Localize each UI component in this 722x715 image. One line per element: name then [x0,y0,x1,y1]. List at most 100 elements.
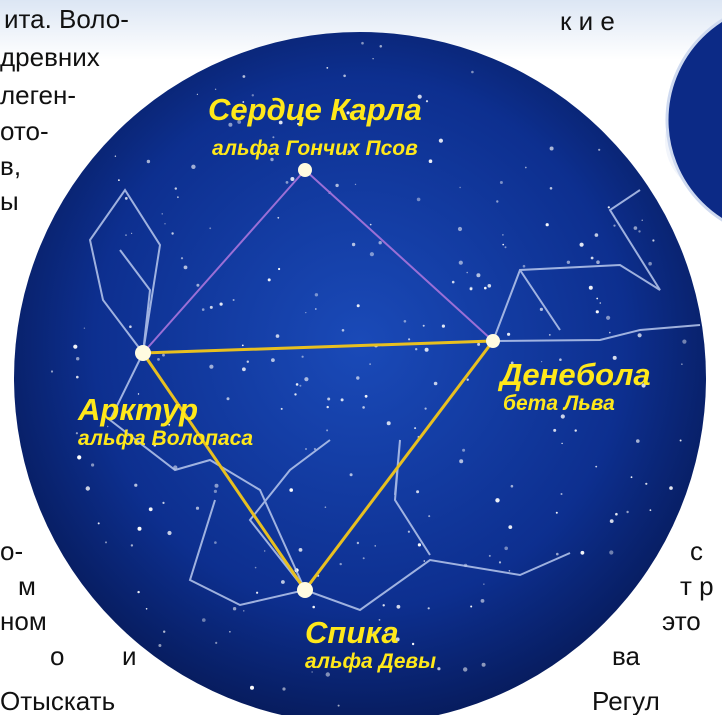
star [171,232,173,234]
star [437,667,440,670]
star [91,463,94,466]
star [467,379,469,381]
star [439,139,443,143]
star [383,604,385,606]
star [483,584,484,585]
star [581,551,585,555]
star [567,261,570,264]
star [596,260,600,264]
star [146,608,148,610]
star [511,485,514,488]
star [669,486,673,490]
star [397,605,401,609]
star [496,200,498,202]
star [417,198,421,202]
star [495,498,499,502]
text-line: древних [0,42,100,72]
star [425,348,429,352]
star-name: Спика [305,615,399,650]
star [315,293,318,296]
star [596,310,599,313]
star [546,223,549,226]
star [255,567,257,569]
star [77,455,81,459]
star [428,607,430,609]
star [326,429,328,431]
star [149,507,153,511]
star [652,239,654,241]
star [502,244,504,246]
star [452,281,455,284]
star [220,303,223,306]
star [271,358,275,362]
star [525,167,527,169]
star [636,439,640,443]
star [507,333,510,336]
star [327,406,329,408]
star [362,406,365,409]
star [561,493,563,495]
star [247,361,249,363]
star [51,370,53,372]
star [209,227,211,229]
star [463,667,467,671]
star [282,687,285,690]
star [98,522,100,524]
star [340,563,342,565]
star [589,286,593,290]
star [598,149,600,151]
star [243,75,246,78]
star [305,312,306,313]
star [470,606,472,608]
star [477,343,480,346]
star [408,531,410,533]
star [296,383,299,386]
star [162,354,165,357]
star [428,515,430,517]
star [648,262,652,266]
star [489,555,491,557]
star [434,382,438,386]
star [372,58,373,59]
star [412,643,414,645]
star [591,257,594,260]
star [327,398,330,401]
star [361,42,364,45]
star [134,484,137,487]
star [125,234,127,236]
star [459,459,463,463]
star [596,298,598,300]
star [370,224,372,226]
star [484,287,487,290]
star [229,631,231,633]
star [214,541,217,544]
star [642,220,643,221]
star [233,299,235,301]
star [462,449,465,452]
star [196,507,199,510]
star [471,71,474,74]
star [341,398,344,401]
star-designation: альфа Гончих Псов [212,137,418,160]
star [209,365,213,369]
star [404,320,407,323]
star [500,181,503,184]
star [631,476,633,478]
star [459,187,460,188]
star [343,75,346,78]
star [312,606,315,609]
star [470,288,473,291]
star [415,348,417,350]
star [609,550,613,554]
star [626,511,628,513]
star-designation: альфа Девы [305,650,436,673]
star [281,408,283,410]
star [424,560,426,562]
star [550,187,553,190]
star [281,580,285,584]
star [499,561,501,563]
star [76,357,79,360]
star [606,316,610,320]
star [595,233,599,237]
text-line: с [690,536,703,566]
